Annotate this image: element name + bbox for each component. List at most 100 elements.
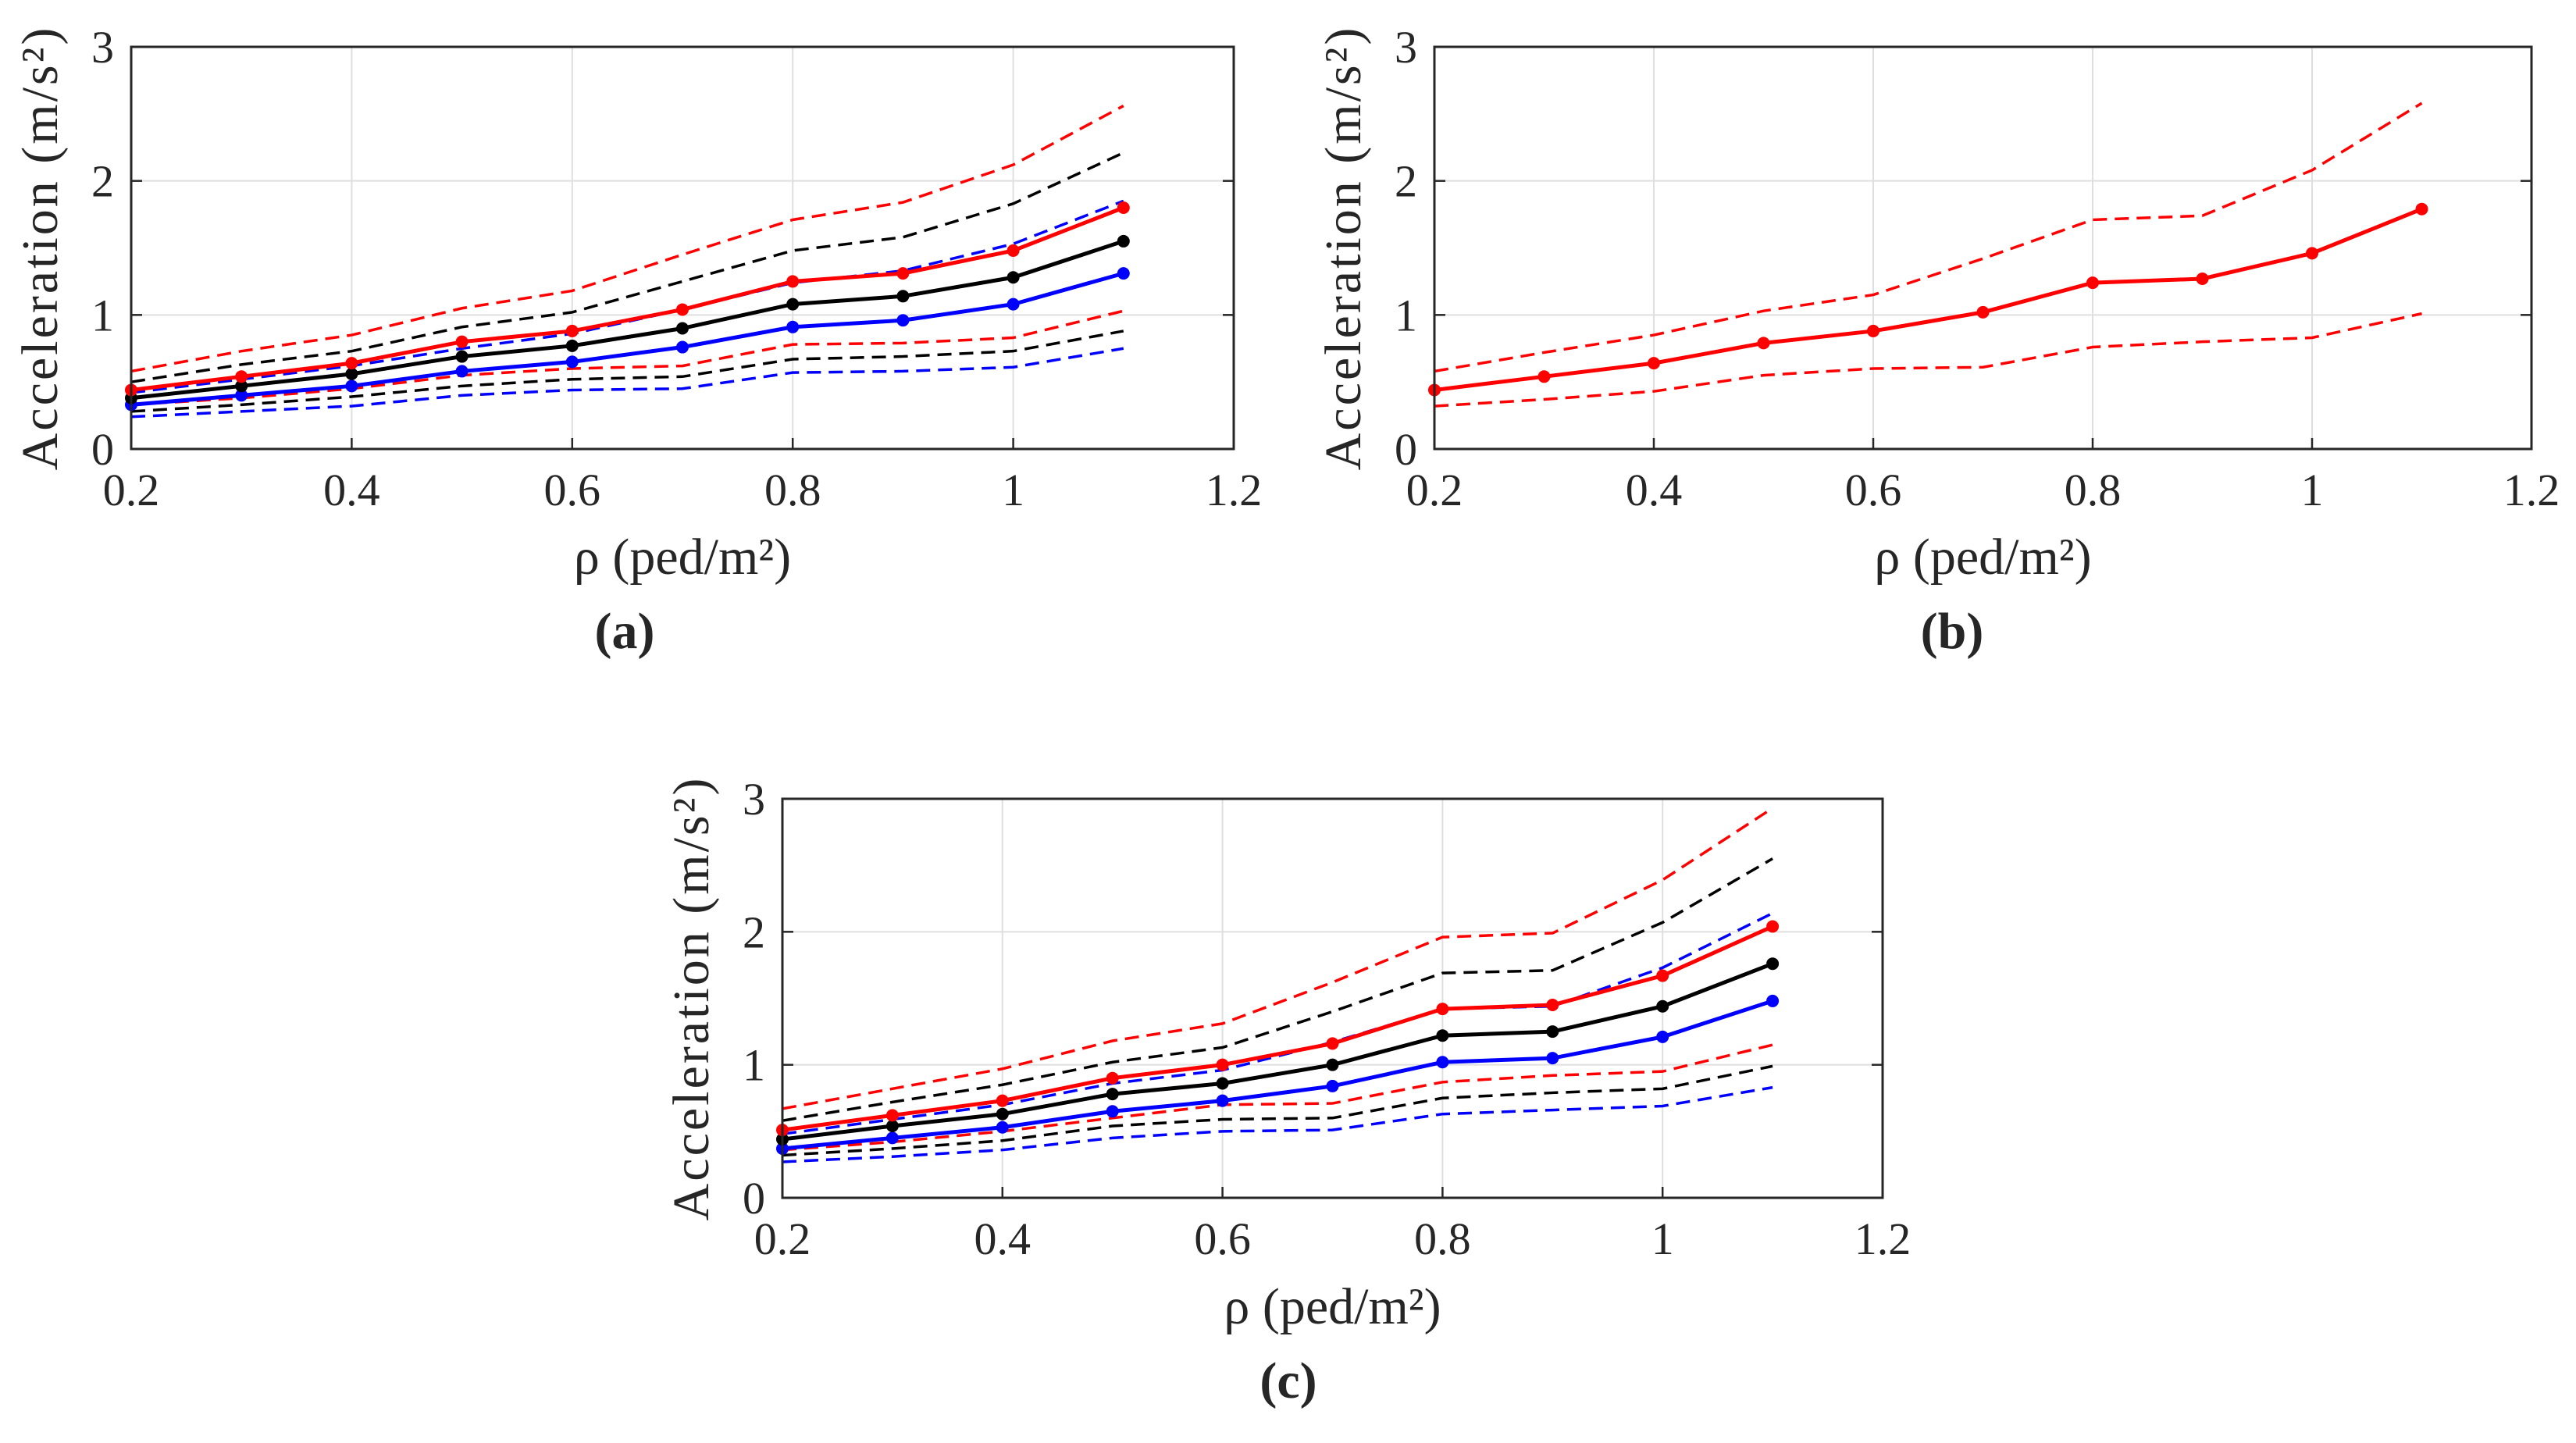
data-point-red-mean: [1216, 1058, 1229, 1071]
data-point-red-mean: [1117, 201, 1130, 214]
data-point-black-mean: [1326, 1058, 1339, 1071]
data-point-blue-mean: [1007, 298, 1020, 311]
data-point-blue-mean: [1106, 1105, 1119, 1118]
x-tick-label: 0.2: [754, 1213, 811, 1264]
x-tick-label: 0.8: [2065, 465, 2122, 515]
series-black-mean: [130, 239, 1124, 401]
data-point-blue-mean: [1766, 994, 1780, 1007]
data-point-red-mean: [1867, 324, 1879, 337]
data-point-black-mean: [1766, 957, 1780, 971]
x-tick-label: 0.6: [544, 465, 601, 515]
data-point-red-mean: [1436, 1003, 1449, 1016]
series-red-upper: [130, 104, 1124, 373]
x-tick-label: 0.4: [323, 465, 380, 515]
data-point-black-mean: [455, 350, 469, 363]
x-tick-label: 0.6: [1194, 1213, 1251, 1264]
data-point-blue-mean: [786, 320, 800, 333]
x-axis-label: ρ (ped/m²): [574, 529, 791, 586]
data-point-red-mean: [455, 335, 469, 348]
y-axis-label: Acceleration (m/s²): [1315, 26, 1372, 471]
x-tick-label: 1.2: [1855, 1213, 1912, 1264]
data-point-red-mean: [996, 1094, 1009, 1107]
y-tick-label: 1: [1395, 290, 1417, 340]
series-blue-upper: [130, 199, 1124, 394]
data-point-red-mean: [1326, 1037, 1339, 1050]
data-point-black-mean: [565, 339, 579, 352]
data-point-blue-mean: [565, 355, 579, 369]
y-tick-label: 0: [91, 424, 114, 475]
x-tick-label: 1.2: [1206, 465, 1263, 515]
plot-area: [1434, 47, 2531, 449]
x-axis-label: ρ (ped/m²): [1224, 1278, 1441, 1335]
data-point-red-mean: [1656, 969, 1669, 982]
data-point-red-mean: [2196, 272, 2209, 285]
y-tick-label: 3: [1395, 22, 1417, 73]
data-point-black-mean: [996, 1107, 1009, 1121]
data-point-red-mean: [885, 1109, 899, 1122]
x-tick-label: 0.8: [764, 465, 821, 515]
data-point-red-mean: [1537, 370, 1551, 383]
data-point-blue-mean: [345, 379, 358, 393]
data-point-red-mean: [1976, 305, 1990, 319]
data-point-red-mean: [345, 357, 358, 370]
series-red-lower: [1434, 312, 2422, 408]
data-point-blue-mean: [1216, 1094, 1229, 1107]
panel-label: (c): [1259, 1352, 1317, 1409]
data-point-blue-mean: [1436, 1056, 1449, 1069]
data-point-red-mean: [676, 303, 689, 316]
y-axis-label: Acceleration (m/s²): [12, 26, 69, 471]
series-blue-mean: [130, 271, 1124, 407]
data-point-black-mean: [676, 322, 689, 335]
series-red-mean: [1434, 207, 2423, 392]
data-point-red-mean: [235, 370, 248, 383]
series-blue-upper: [782, 911, 1773, 1135]
axes-frame: [781, 797, 1884, 1199]
x-tick-label: 0.4: [1626, 465, 1683, 515]
x-tick-label: 0.6: [1845, 465, 1902, 515]
data-point-red-mean: [1007, 244, 1020, 257]
x-tick-label: 0.2: [1406, 465, 1463, 515]
data-point-black-mean: [885, 1120, 899, 1133]
data-point-blue-mean: [1656, 1030, 1669, 1043]
data-point-red-mean: [565, 324, 579, 337]
data-point-blue-mean: [896, 314, 910, 327]
axes-frame: [130, 45, 1235, 451]
series-black-lower: [130, 330, 1124, 413]
y-tick-label: 2: [91, 156, 114, 207]
series-red-lower: [782, 1043, 1773, 1152]
series-black-upper: [130, 151, 1124, 383]
y-axis-label: Acceleration (m/s²): [663, 776, 720, 1221]
data-point-red-mean: [896, 267, 910, 280]
series-black-mean: [782, 961, 1774, 1142]
series-red-mean: [130, 205, 1124, 392]
x-tick-label: 1: [1002, 465, 1024, 515]
data-point-red-mean: [1106, 1071, 1119, 1085]
data-point-red-mean: [2086, 276, 2099, 290]
data-point-blue-mean: [1326, 1079, 1339, 1092]
series-red-lower: [130, 309, 1124, 407]
data-point-black-mean: [1436, 1029, 1449, 1042]
x-tick-label: 1.2: [2503, 465, 2560, 515]
chart-panel-b: 0.2 0.4 0.6 0.8 1 1.2 0 1 2 3 ρ (ped/m²) Accelerati…: [1315, 22, 2560, 660]
series-black-upper: [782, 857, 1773, 1122]
axes-frame: [1433, 45, 2533, 451]
y-tick-label: 1: [91, 290, 114, 340]
plot-area: [131, 47, 1234, 449]
data-point-black-mean: [1117, 234, 1130, 248]
data-point-red-mean: [1648, 357, 1660, 370]
x-tick-label: 0.4: [974, 1213, 1031, 1264]
data-point-blue-mean: [676, 340, 689, 354]
panel-label: (b): [1921, 603, 1984, 660]
x-tick-label: 1: [1651, 1213, 1674, 1264]
series-blue-lower: [130, 347, 1124, 419]
data-point-blue-mean: [885, 1131, 899, 1145]
chart-panel-a: 0.2 0.4 0.6 0.8 1 1.2 0 1 2 3 ρ (ped/m²) Accelerati…: [12, 22, 1262, 660]
series-blue-lower: [782, 1085, 1773, 1163]
data-point-red-mean: [1546, 999, 1559, 1012]
data-point-black-mean: [1656, 999, 1669, 1013]
y-tick-label: 1: [743, 1040, 765, 1091]
panel-label: (a): [595, 603, 655, 660]
y-tick-label: 0: [743, 1173, 765, 1224]
x-tick-label: 0.2: [103, 465, 160, 515]
